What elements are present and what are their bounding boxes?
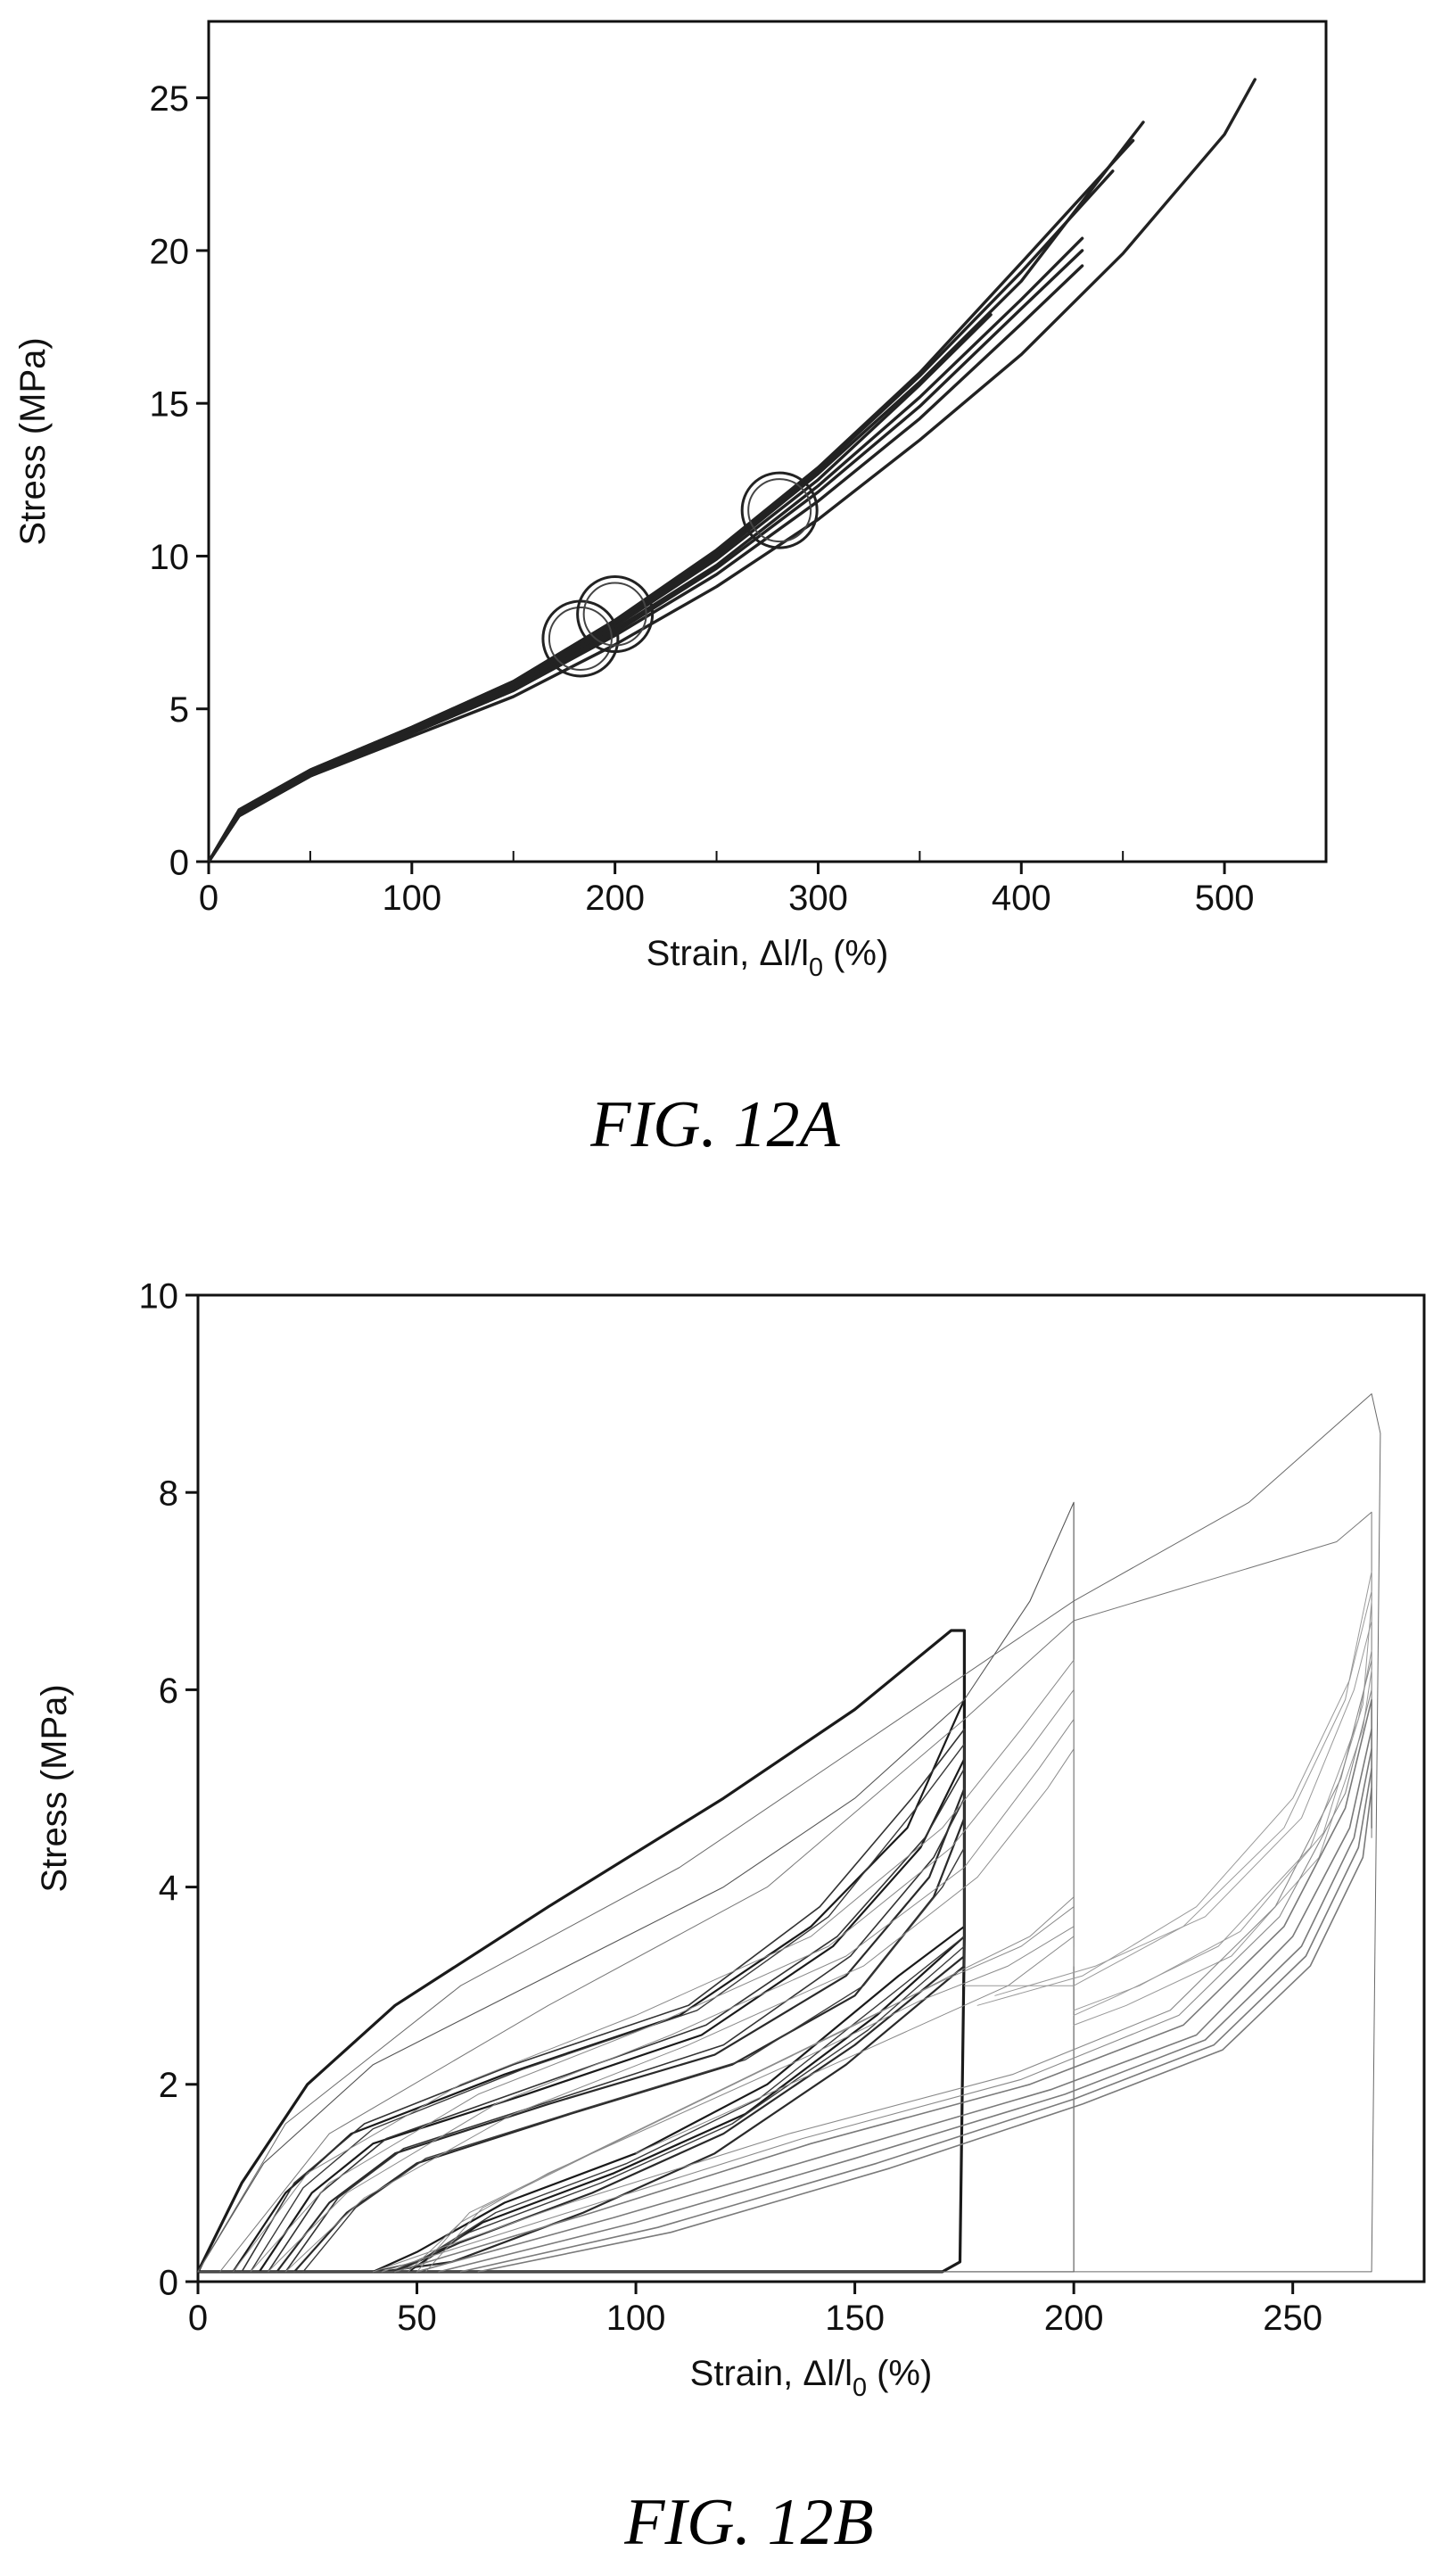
chart-fig-12a: 0 100 200 300 400 500 0 5 10 15 20 25 Strain, Δl/l0 … <box>13 20 1328 982</box>
y-tick-label: 15 <box>150 385 190 425</box>
series-line-21 <box>197 1393 1381 2273</box>
x-tick-label: 50 <box>397 2299 437 2338</box>
x-tick-label: 0 <box>199 879 218 918</box>
x-tick-label: 150 <box>825 2299 885 2338</box>
series-line-12 <box>372 1945 966 2273</box>
y-tick-label: 6 <box>159 1672 178 1711</box>
fig-12b-caption: FIG. 12B <box>623 2486 874 2559</box>
series-line-15 <box>250 1688 1075 2273</box>
series-line-35 <box>381 1688 1372 2273</box>
x-tick-label: 0 <box>188 2299 208 2338</box>
series-line-10 <box>250 1743 966 2273</box>
circle-marker-inner-1 <box>548 606 613 671</box>
x-tick-label: 100 <box>382 879 441 918</box>
series-line-5 <box>207 313 993 863</box>
y-tick-label: 10 <box>139 1276 179 1316</box>
series-line-16 <box>268 1719 1075 2273</box>
x-tick-label: 100 <box>606 2299 666 2338</box>
series-line-20 <box>424 1896 1075 2273</box>
series-line-26 <box>1073 1649 1372 2016</box>
x-axis-title-unit: (%) <box>867 2354 932 2393</box>
series-line-9 <box>302 1846 966 2273</box>
series-line-22 <box>219 1511 1372 2273</box>
x-tick-label: 500 <box>1195 879 1255 918</box>
series-line-19 <box>416 1906 1075 2273</box>
fig-12a-caption: FIG. 12A <box>589 1088 840 1161</box>
series-group <box>196 1393 1381 2274</box>
plot-frame <box>207 20 1328 863</box>
series-line-33 <box>477 1788 1372 2273</box>
y-tick-label: 0 <box>169 843 189 882</box>
y-tick-label: 20 <box>150 232 190 271</box>
series-line-8 <box>207 78 1256 863</box>
circle-marker-inner-3 <box>747 478 812 543</box>
series-line-25 <box>994 1620 1372 1996</box>
plot-frame <box>196 1293 1426 2283</box>
series-line-1 <box>207 236 1084 863</box>
x-axis-title-subscript: 0 <box>853 2374 867 2402</box>
series-line-30 <box>416 1728 1372 2273</box>
x-tick-label: 200 <box>585 879 645 918</box>
series-group <box>207 78 1256 863</box>
series-line-1 <box>196 1629 966 2274</box>
y-tick-label: 5 <box>169 690 189 730</box>
x-tick-label: 250 <box>1263 2299 1322 2338</box>
series-line-24 <box>976 1590 1372 2006</box>
series-line-29 <box>394 1698 1372 2273</box>
x-axis-title: Strain, Δl/l0 (%) <box>647 934 889 982</box>
x-tick-label: 400 <box>992 879 1051 918</box>
y-axis-title: Stress (MPa) <box>35 1684 74 1892</box>
x-axis-title-unit: (%) <box>823 934 888 973</box>
circle-marker-3 <box>740 471 819 549</box>
series-line-32 <box>459 1768 1372 2273</box>
series-line-17 <box>284 1748 1075 2273</box>
series-line-14 <box>232 1659 1075 2273</box>
series-line-3 <box>258 1757 966 2273</box>
x-tick-label: 300 <box>788 879 848 918</box>
x-axis-title-main: Strain, Δl/l <box>690 2354 853 2393</box>
y-axis-title: Stress (MPa) <box>13 337 53 545</box>
series-line-5 <box>292 1817 966 2273</box>
series-line-18 <box>408 1926 1075 2273</box>
series-line-6 <box>241 1728 966 2273</box>
x-axis-title-subscript: 0 <box>809 954 823 982</box>
x-axis-title-main: Strain, Δl/l <box>647 934 809 973</box>
circle-marker-2 <box>576 575 655 654</box>
y-tick-label: 10 <box>150 538 190 577</box>
series-line-2 <box>232 1698 966 2273</box>
x-axis-title: Strain, Δl/l0 (%) <box>690 2354 933 2402</box>
series-line-31 <box>438 1748 1372 2273</box>
circle-marker-inner-2 <box>582 582 647 647</box>
series-line-4 <box>207 120 1145 863</box>
x-tick-label: 200 <box>1044 2299 1104 2338</box>
y-tick-label: 4 <box>159 1869 178 1908</box>
series-line-3 <box>207 138 1135 863</box>
series-line-8 <box>284 1797 966 2273</box>
y-tick-label: 25 <box>150 79 190 119</box>
y-tick-label: 2 <box>159 2066 178 2105</box>
series-line-34 <box>372 1659 1372 2273</box>
y-tick-label: 8 <box>159 1474 178 1514</box>
y-tick-label: 0 <box>159 2263 178 2302</box>
